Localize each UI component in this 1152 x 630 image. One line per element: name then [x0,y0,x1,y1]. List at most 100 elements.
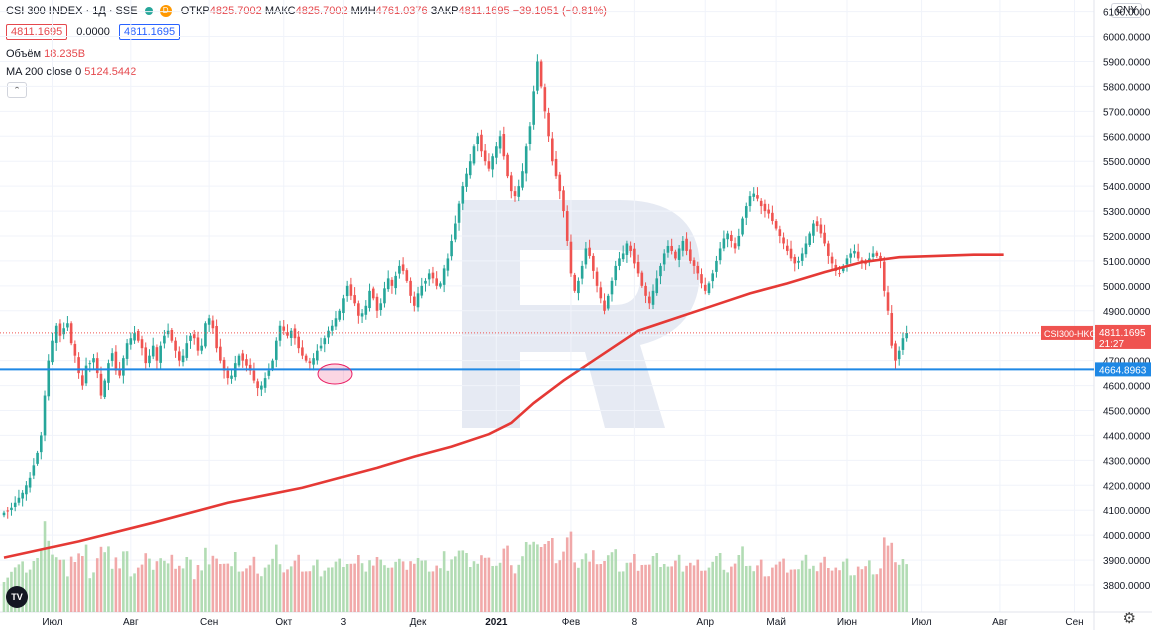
volume-bar [219,564,222,612]
volume-bar [580,559,584,612]
volume-bar [114,557,118,612]
candle-body [316,350,319,361]
volume-bar [330,567,334,612]
candle-body [196,337,200,351]
candle-body [69,323,73,344]
volume-bar [804,554,808,612]
candle-body [498,136,502,149]
candle-body [644,285,647,296]
candle-body [427,273,431,280]
volume-bar [28,569,32,612]
candle-body [472,146,476,164]
volume-bar [409,561,412,612]
candle-body [379,303,383,311]
candle-body [685,238,688,251]
candle-body [606,295,610,309]
gear-icon[interactable]: ⚙ [1122,610,1136,627]
currency-button[interactable]: CNY [1110,3,1142,18]
volume-bar [543,544,547,612]
candle-body [733,243,737,249]
volume-bar [461,550,465,612]
candle-body [248,364,252,371]
candle-body [882,261,886,291]
volume-bar [226,563,230,612]
candle-body [260,385,263,390]
price-tick-label: 4100.0000 [1103,506,1151,517]
volume-bar [178,565,181,612]
volume-bar [386,567,390,612]
high-value: 4825.7002 [295,5,348,17]
candle-body [457,203,461,223]
candle-body [614,265,618,281]
price-tick-label: 5100.0000 [1103,257,1151,268]
volume-bar [170,554,174,612]
volume-bar [439,568,442,612]
volume-bar [54,557,58,612]
volume-bar [562,551,565,612]
volume-bar [233,552,237,612]
bid-button[interactable]: 4811.1695 [6,24,68,40]
candle-body [446,258,450,271]
candle-body [778,229,782,236]
volume-bar [647,564,651,612]
candle-body [759,200,763,207]
volume-bar [547,541,550,612]
volume-bar [398,558,401,612]
candle-body [424,280,427,284]
candle-body [715,260,718,272]
candle-body [711,273,714,282]
symbol-title[interactable]: CSI 300 INDEX · 1Д · SSE [6,5,138,17]
ask-button[interactable]: 4811.1695 [118,24,181,40]
price-tick-label: 4600.0000 [1103,382,1151,393]
candle-body [297,336,300,349]
candle-body [103,380,107,398]
volume-bar [323,570,327,612]
candle-body [304,355,308,361]
volume-bar [159,558,162,612]
candle-body [565,211,569,241]
candle-body [621,253,625,260]
volume-bar [633,554,636,612]
candle-body [640,272,644,286]
volume-bar [498,562,502,612]
volume-bar [808,568,811,612]
candle-body [2,512,6,516]
candle-body [140,339,144,349]
price-tick-label: 5400.0000 [1103,182,1151,193]
candle-body [767,209,770,214]
candle-body [439,283,442,287]
candle-body [21,492,24,499]
time-tick-label: Апр [696,617,714,628]
volume-bar [707,567,711,612]
volume-bar [319,576,323,612]
volume-bar [886,545,890,612]
volume-bar [95,558,99,612]
candle-body [36,452,39,464]
candle-body [58,323,62,336]
ma-value: 5124.5442 [84,66,137,78]
volume-bar [655,553,659,612]
volume-bar [845,558,849,612]
volume-bar [304,571,308,612]
candle-body [838,273,841,275]
volume-bar [360,563,364,612]
volume-bar [207,564,211,612]
candle-body [222,359,226,371]
volume-bar [636,570,640,612]
candle-body [62,328,65,335]
candle-body [274,340,278,360]
candle-body [271,360,274,370]
candle-body [334,318,338,327]
price-tick-label: 4400.0000 [1103,431,1151,442]
candle-body [599,287,603,299]
volume-bar [752,571,756,612]
volume-bar [450,559,453,612]
candle-body [894,343,897,361]
candle-body [506,154,509,177]
time-tick-label: Сен [1065,617,1083,628]
candle-body [192,334,196,339]
candle-body [674,251,677,259]
candle-body [25,485,28,495]
candle-body [726,233,729,240]
